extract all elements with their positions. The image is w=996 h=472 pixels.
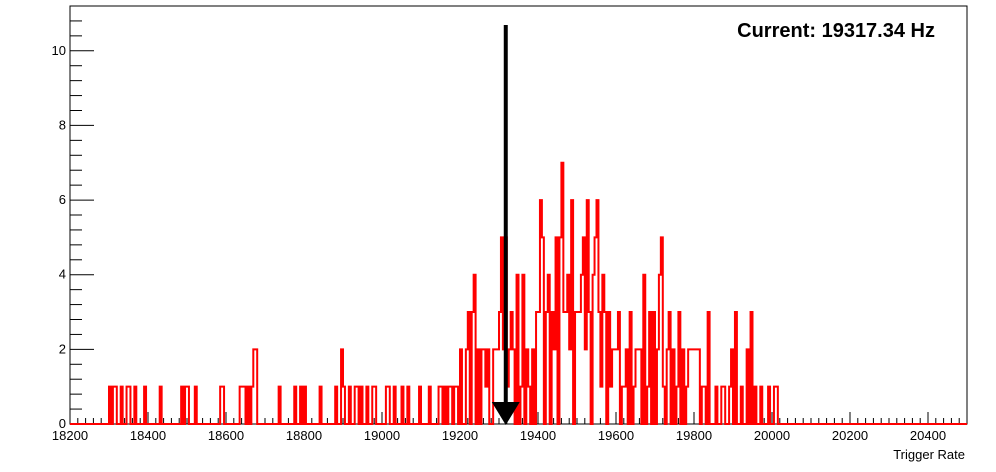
- x-tick-label: 19600: [598, 428, 634, 443]
- y-tick-label: 0: [59, 416, 66, 431]
- y-tick-label: 6: [59, 192, 66, 207]
- arrow-head: [491, 402, 520, 425]
- y-tick-label: 4: [59, 267, 66, 282]
- y-tick-label: 2: [59, 341, 66, 356]
- current-rate-label: Current: 19317.34 Hz: [737, 20, 935, 42]
- x-tick-label: 20200: [832, 428, 868, 443]
- x-tick-label: 18800: [286, 428, 322, 443]
- x-tick-label: 19400: [520, 428, 556, 443]
- current-rate-arrow: [491, 25, 520, 425]
- x-axis-title: Trigger Rate: [893, 447, 965, 462]
- x-tick-label: 19200: [442, 428, 478, 443]
- y-tick-label: 8: [59, 117, 66, 132]
- x-tick-label: 18600: [208, 428, 244, 443]
- x-tick-label: 20000: [754, 428, 790, 443]
- x-tick-label: 20400: [910, 428, 946, 443]
- x-tick-label: 18200: [52, 428, 88, 443]
- x-tick-label: 19000: [364, 428, 400, 443]
- histogram-series: [70, 161, 967, 425]
- x-tick-label: 18400: [130, 428, 166, 443]
- y-tick-label: 10: [52, 43, 66, 58]
- x-tick-label: 19800: [676, 428, 712, 443]
